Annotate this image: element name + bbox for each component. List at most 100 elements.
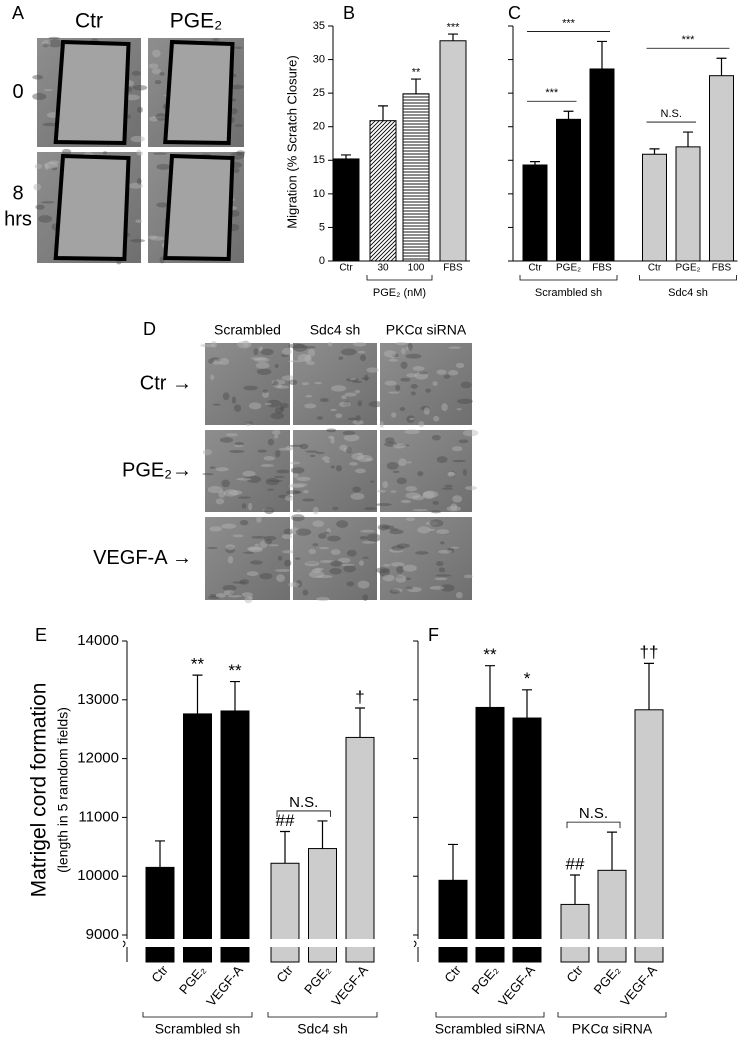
cell-texture [152,49,161,58]
cell-texture [291,514,305,522]
cell-texture [159,256,165,264]
cell-texture [382,563,391,567]
cell-texture [390,562,405,567]
cell-texture [405,353,422,359]
cell-texture [237,496,251,499]
cell-texture [294,557,301,560]
cell-texture [248,546,264,553]
cell-texture [275,569,292,572]
cell-texture [208,358,214,364]
y-tick-label: 30 [313,53,325,65]
error-bar [607,831,617,871]
cell-texture [293,491,301,494]
cell-texture [256,368,272,375]
cell-texture [312,543,319,547]
cell-texture [343,400,350,408]
y-tick-label: 12000 [77,750,119,767]
cell-texture [42,122,58,127]
cell-texture [290,467,305,474]
x-tick-label: Ctr [528,263,542,274]
cell-texture [425,521,439,526]
bar [512,717,542,963]
cell-texture [358,560,365,566]
cell-texture [383,350,397,358]
cell-texture [407,342,413,351]
cell-texture [316,575,333,579]
cell-texture [398,458,407,467]
group-label: Scrambled sh [155,1021,241,1037]
x-tick-label: VEGF-A [617,962,660,1009]
cell-texture [390,490,397,493]
cell-texture [312,520,325,527]
cell-texture [338,557,351,563]
cell-texture [281,550,296,554]
micrograph [380,343,472,425]
y-axis-sublabel: (length in 5 ramdom fields) [55,707,71,873]
cell-texture [207,485,223,494]
cell-texture [234,441,244,446]
cell-texture [336,520,349,528]
micrograph [293,343,377,425]
error-bar [485,665,495,708]
cell-texture [218,490,226,498]
cell-texture [343,434,360,442]
comparison-label: N.S. [289,794,318,811]
group-label: Sdc4 sh [668,287,708,299]
cell-texture [391,545,405,551]
cell-texture [402,564,417,572]
x-tick-label: PGE₂ [301,962,333,997]
cell-texture [264,538,273,545]
cell-texture [443,374,451,379]
cell-texture [412,495,425,501]
cell-texture [389,589,400,594]
group-label: Scrambled siRNA [435,1021,546,1037]
cell-texture [274,407,284,414]
y-axis-label: Matrigel cord formation [28,683,51,898]
y-tick-label: 35 [313,20,325,32]
cell-texture [458,439,469,444]
cell-texture [254,543,260,547]
significance-label: * [524,669,531,688]
x-tick-label: FBS [712,263,732,274]
cell-texture [392,470,400,473]
cell-texture [274,363,279,368]
cell-texture [357,580,370,589]
cell-texture [267,438,275,446]
cell-texture [247,546,263,551]
cell-texture [452,459,467,463]
cell-texture [339,444,348,451]
cell-texture [236,477,252,481]
cell-texture [209,466,216,469]
cell-texture [338,356,344,360]
cell-texture [389,548,404,553]
group-bracket [267,1012,378,1018]
cell-texture [420,405,430,411]
cell-texture [362,556,369,559]
column-label: PGE₂ [170,10,223,33]
cell-texture [450,503,458,511]
cell-texture [233,168,240,174]
error-bar [649,148,660,155]
cell-texture [384,437,395,444]
x-tick-label: 100 [408,263,425,274]
cell-texture [302,589,309,596]
column-label: PKCα siRNA [386,322,467,338]
comparison-label: *** [562,17,576,29]
y-axis-line [122,641,128,962]
cell-texture [382,481,389,489]
cell-texture [227,594,242,598]
cell-texture [246,571,259,577]
cell-texture [340,348,357,356]
cell-texture [215,593,226,598]
cell-texture [278,447,293,451]
x-tick-label: FBS [443,263,463,274]
cell-texture [301,345,316,349]
cell-texture [303,490,309,494]
cell-texture [212,361,223,365]
error-bar [683,131,693,147]
cell-texture [400,499,412,504]
cell-texture [435,574,452,577]
error-bar [530,161,540,165]
cell-texture [227,555,234,564]
comparison-line [276,810,331,817]
